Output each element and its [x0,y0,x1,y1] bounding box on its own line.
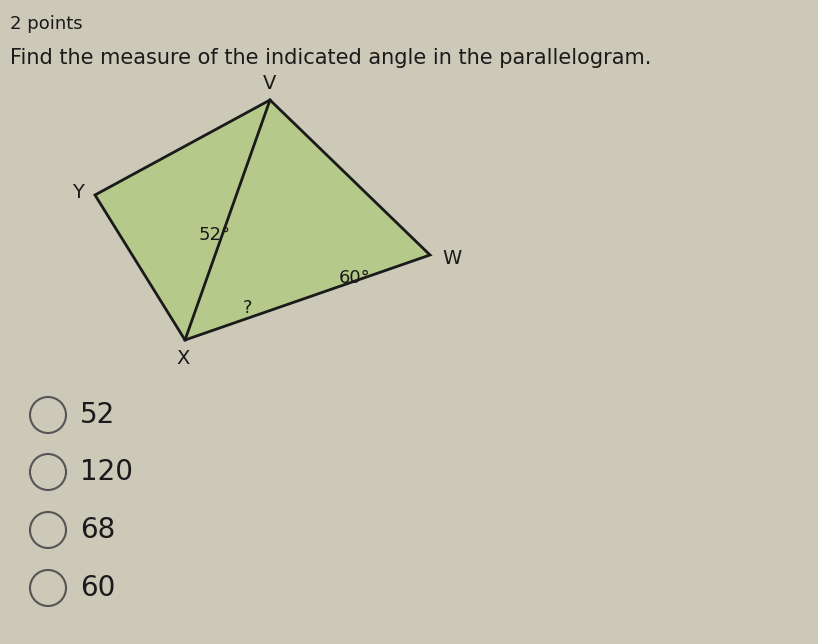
Text: 68: 68 [80,516,115,544]
Text: 52: 52 [80,401,115,429]
Polygon shape [95,100,430,340]
Text: X: X [177,348,190,368]
Text: 52°: 52° [199,226,231,244]
Text: V: V [263,73,276,93]
Text: W: W [443,249,461,267]
Text: 120: 120 [80,458,133,486]
Text: ?: ? [243,299,253,317]
Text: 60°: 60° [339,269,371,287]
Text: Find the measure of the indicated angle in the parallelogram.: Find the measure of the indicated angle … [10,48,651,68]
Text: 2 points: 2 points [10,15,83,33]
Text: 60: 60 [80,574,115,602]
Text: Y: Y [72,182,84,202]
